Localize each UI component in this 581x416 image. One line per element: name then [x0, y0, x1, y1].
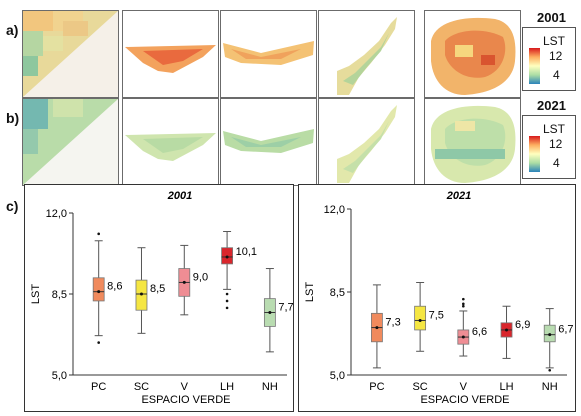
x-tick-label-V: V: [181, 381, 189, 393]
outlier-LH: [225, 299, 229, 303]
mean-marker-SC: [139, 292, 143, 296]
x-axis-label: ESPACIO VERDE: [141, 394, 230, 406]
mean-marker-V: [461, 335, 465, 339]
legend-2001-colorbar: [529, 48, 540, 84]
mean-marker-SC: [418, 318, 422, 322]
x-tick-label-LH: LH: [499, 381, 513, 393]
map-2021-lh: [318, 98, 415, 186]
map-2021-lh-image: [337, 105, 397, 183]
outlier-NH: [548, 368, 552, 372]
boxplot-2021-frame: 2021 5,0 8,5 12,0 LST ESPACIO VERDE 7,3 PC 7,5 SC…: [298, 184, 576, 412]
boxplot-2021: 2021 5,0 8,5 12,0 LST ESPACIO VERDE 7,3 PC 7,5 SC…: [304, 190, 574, 406]
boxplot-2001-frame: 2001 5,0 8,5 12,0 LST ESPACIO VERDE 8,6 PC 8,5 SC…: [24, 184, 294, 412]
mean-marker-PC: [97, 290, 101, 294]
mean-marker-V: [182, 280, 186, 284]
map-2021-sc-image: [125, 133, 216, 161]
legend-year-2001: 2001: [537, 10, 566, 25]
value-label-PC: 8,6: [107, 281, 122, 293]
value-label-SC: 8,5: [150, 283, 165, 295]
map-2021-sc: [122, 98, 219, 186]
outlier-LH: [225, 306, 229, 310]
outlier-LH: [225, 292, 229, 296]
map-2001-pc: [22, 10, 119, 98]
map-2021-v-image: [223, 129, 314, 153]
outlier-PC: [97, 341, 100, 344]
map-2001-nh: [424, 10, 521, 98]
legend-2021-colorbar: [529, 136, 540, 172]
value-label-NH: 6,7: [558, 324, 573, 336]
box-SC: [414, 305, 427, 331]
y-axis-label: LST: [30, 284, 42, 304]
x-tick-label-PC: PC: [369, 381, 384, 393]
y-tick-label: 12,0: [324, 204, 345, 216]
map-2001-sc-image: [125, 45, 216, 73]
map-2001-lh: [318, 10, 415, 98]
panel-label-c: c): [6, 198, 19, 214]
legend-2001-min: 4: [553, 68, 560, 82]
map-2001-pc-image: [23, 11, 118, 97]
map-2001-sc: [122, 10, 219, 98]
value-label-V: 6,6: [472, 326, 487, 338]
legend-2001-title: LST: [543, 34, 566, 48]
outlier-V: [462, 304, 465, 308]
value-label-LH: 6,9: [515, 319, 530, 331]
y-tick-label: 5,0: [330, 370, 345, 382]
value-label-LH: 10,1: [236, 246, 257, 258]
legend-2001: LST 12 4: [522, 27, 576, 91]
legend-2001-max: 12: [549, 49, 563, 63]
outlier-V: [462, 302, 465, 306]
value-label-PC: 7,3: [385, 317, 400, 329]
y-axis-label: LST: [304, 282, 316, 302]
legend-2021-min: 4: [553, 156, 560, 170]
x-tick-label-V: V: [460, 381, 468, 393]
x-tick-label-NH: NH: [262, 381, 278, 393]
legend-2021: LST 12 4: [522, 115, 576, 179]
map-2021-v: [220, 98, 317, 186]
legend-2021-title: LST: [543, 122, 566, 136]
y-tick-label: 8,5: [330, 287, 345, 299]
mean-marker-LH: [225, 255, 229, 259]
x-tick-label-SC: SC: [412, 381, 427, 393]
x-axis-label: ESPACIO VERDE: [420, 394, 509, 406]
mean-marker-NH: [548, 333, 552, 337]
outlier-V: [462, 297, 465, 301]
y-tick-label: 8,5: [52, 289, 67, 301]
panel-label-a: a): [6, 22, 19, 38]
mean-marker-LH: [505, 328, 509, 332]
map-2001-v-image: [223, 41, 314, 65]
chart-title: 2021: [446, 190, 471, 202]
outlier-PC: [97, 232, 100, 236]
map-2001-v: [220, 10, 317, 98]
boxplot-2001: 2001 5,0 8,5 12,0 LST ESPACIO VERDE 8,6 PC 8,5 SC…: [30, 190, 293, 406]
y-tick-label: 5,0: [52, 370, 67, 382]
map-2021-pc: [22, 98, 119, 186]
x-tick-label-LH: LH: [220, 381, 234, 393]
value-label-NH: 7,7: [278, 302, 293, 314]
box-PC: [92, 277, 105, 302]
x-tick-label-PC: PC: [91, 381, 106, 393]
map-2001-nh-image: [431, 17, 516, 96]
mean-marker-NH: [268, 311, 272, 315]
map-2001-lh-image: [337, 17, 397, 95]
y-tick-label: 12,0: [46, 208, 67, 220]
x-tick-label-SC: SC: [134, 381, 149, 393]
legend-2021-max: 12: [549, 137, 563, 151]
legend-year-2021: 2021: [537, 98, 566, 113]
mean-marker-PC: [375, 326, 379, 330]
map-2021-nh-image: [431, 105, 516, 183]
chart-title: 2001: [167, 190, 192, 202]
map-2021-pc-image: [23, 99, 118, 185]
map-2021-nh: [424, 98, 521, 186]
panel-label-b: b): [6, 110, 20, 126]
x-tick-label-NH: NH: [542, 381, 558, 393]
value-label-SC: 7,5: [429, 309, 444, 321]
value-label-V: 9,0: [193, 271, 208, 283]
